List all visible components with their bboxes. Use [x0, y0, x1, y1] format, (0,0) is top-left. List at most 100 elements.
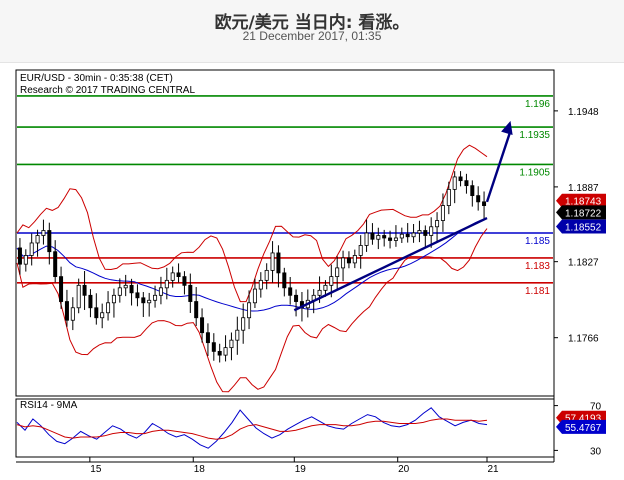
- price-tag-label-0: 1.18743: [565, 197, 602, 208]
- x-tick-label-1: 18: [194, 464, 206, 475]
- candle: [417, 220, 422, 243]
- rsi-plot-area: [15, 398, 555, 458]
- candle: [276, 245, 281, 288]
- candle: [440, 193, 445, 232]
- candle: [153, 285, 158, 308]
- level-label-1: 1.1935: [519, 130, 550, 141]
- candle: [194, 287, 199, 326]
- candle: [147, 292, 152, 317]
- forecast-arrow-shaft: [485, 130, 512, 203]
- candle: [188, 273, 193, 313]
- candle: [158, 276, 163, 305]
- price-tag-label-1: 1.18722: [565, 208, 602, 219]
- chart-title: 欧元/美元 当日内: 看涨。: [214, 13, 410, 33]
- x-tick-label-0: 15: [90, 464, 102, 475]
- candle: [182, 271, 187, 295]
- candle: [446, 181, 451, 215]
- candle: [100, 303, 105, 329]
- bollinger-lower: [16, 228, 488, 393]
- candle: [258, 272, 263, 298]
- candle: [341, 250, 346, 282]
- candle: [170, 266, 175, 288]
- candle: [211, 333, 216, 361]
- candle: [47, 222, 52, 265]
- candle: [282, 267, 287, 297]
- candle: [435, 212, 440, 242]
- candle: [135, 284, 140, 307]
- chart-timestamp: 21 December 2017, 01:35: [242, 29, 382, 43]
- candle: [217, 343, 222, 363]
- level-label-0: 1.196: [525, 99, 550, 110]
- candle: [370, 223, 375, 245]
- candle: [59, 266, 64, 309]
- y-tick-label-3: 1.1766: [568, 334, 599, 345]
- candles-layer: [17, 171, 487, 363]
- candle: [476, 186, 481, 211]
- candle: [252, 278, 257, 309]
- rsi-title: RSI14 - 9MA: [20, 400, 78, 411]
- candle: [200, 308, 205, 343]
- candle: [82, 270, 87, 310]
- level-label-4: 1.183: [525, 261, 550, 272]
- candle: [393, 225, 398, 247]
- candle: [53, 240, 58, 283]
- candle: [464, 173, 469, 194]
- price-axis: 1.1948 1.1887 1.1827 1.1766: [554, 107, 599, 345]
- x-tick-label-4: 21: [487, 464, 499, 475]
- bollinger-bands: [16, 144, 488, 393]
- rsi-tick-label-0: 70: [590, 402, 602, 413]
- candle: [352, 249, 357, 269]
- chart-header: 欧元/美元 当日内: 看涨。 21 December 2017, 01:35: [0, 0, 624, 63]
- candle: [294, 289, 299, 317]
- candle: [346, 251, 351, 269]
- candle: [70, 297, 75, 331]
- candle: [41, 219, 46, 245]
- candle: [264, 263, 269, 290]
- candle: [241, 303, 246, 344]
- candle: [235, 316, 240, 355]
- candle: [482, 191, 487, 220]
- y-tick-label-0: 1.1948: [568, 107, 599, 118]
- support-trendline: [293, 216, 488, 312]
- candle: [141, 292, 146, 318]
- rsi-tag-label-0: 57.4193: [565, 414, 602, 425]
- candle: [405, 223, 410, 243]
- candle: [382, 229, 387, 247]
- candle: [23, 249, 28, 272]
- candle: [429, 217, 434, 248]
- rsi-tag-label-1: 55.4767: [565, 423, 602, 434]
- candle: [247, 290, 252, 330]
- candle: [111, 288, 116, 318]
- x-tick-label-3: 20: [398, 464, 410, 475]
- level-label-3: 1.185: [525, 236, 550, 247]
- candle: [94, 293, 99, 325]
- rsi-tick-label-1: 30: [590, 446, 602, 457]
- rsi-series-1: [16, 418, 488, 440]
- candle: [470, 180, 475, 207]
- forecast-arrow-head: [501, 120, 513, 136]
- levels-layer: 1.196 1.1935 1.1905 1.185 1.183 1.181: [17, 95, 553, 297]
- moving-average: [16, 217, 488, 312]
- instrument-info: EUR/USD - 30min - 0:35:38 (CET): [20, 73, 173, 84]
- candle: [29, 233, 34, 266]
- candle: [364, 219, 369, 252]
- candle: [358, 235, 363, 269]
- price-tag-1: 1.18722: [556, 205, 606, 220]
- candle: [399, 227, 404, 243]
- level-label-2: 1.1905: [519, 167, 550, 178]
- candle: [388, 230, 393, 249]
- candle: [64, 289, 69, 327]
- candle: [117, 278, 122, 303]
- candle: [229, 332, 234, 361]
- rsi-tag-1: 55.4767: [556, 419, 606, 434]
- candle: [335, 256, 340, 291]
- candle: [411, 223, 416, 243]
- price-tag-0: 1.18743: [556, 193, 606, 208]
- candle: [423, 225, 428, 249]
- candle: [129, 278, 134, 306]
- level-label-5: 1.181: [525, 286, 550, 297]
- candle: [106, 291, 111, 321]
